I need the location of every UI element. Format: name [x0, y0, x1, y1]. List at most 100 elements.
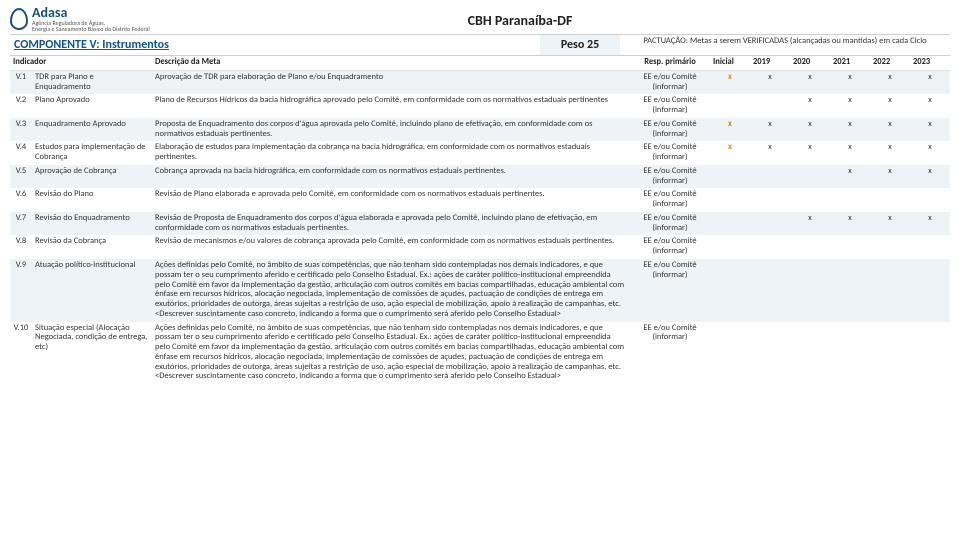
row-descricao: Plano de Recursos Hídricos da bacia hidr… — [152, 94, 630, 118]
mark-inicial — [710, 322, 750, 385]
logo-title: Adasa — [32, 6, 150, 20]
row-id: V.2 — [10, 94, 32, 118]
peso-cell: Peso 25 — [540, 35, 620, 55]
row-descricao: Revisão de Proposta de Enquadramento dos… — [152, 212, 630, 236]
mark-year — [790, 188, 830, 212]
th-2020: 2020 — [790, 56, 830, 70]
table-body: V.1TDR para Plano e EnquadramentoAprovaç… — [10, 70, 950, 384]
row-resp: EE e/ou Comitê (informar) — [630, 322, 710, 385]
page: Adasa Agência Reguladora de Águas, Energ… — [0, 0, 960, 384]
mark-inicial: x — [710, 141, 750, 165]
mark-year — [750, 188, 790, 212]
table-row: V.6Revisão do PlanoRevisão de Plano elab… — [10, 188, 950, 212]
mark-year: x — [870, 165, 910, 189]
row-indicador: Enquadramento Aprovado — [32, 118, 152, 142]
row-id: V.6 — [10, 188, 32, 212]
mark-year: x — [750, 118, 790, 142]
mark-inicial — [710, 235, 750, 259]
mark-year: x — [790, 70, 830, 94]
row-descricao: Elaboração de estudos para implementação… — [152, 141, 630, 165]
th-2021: 2021 — [830, 56, 870, 70]
row-indicador: Revisão do Plano — [32, 188, 152, 212]
th-2022: 2022 — [870, 56, 910, 70]
mark-year — [870, 322, 910, 385]
peso-label: Peso — [561, 38, 584, 52]
pactuacao-cell: PACTUAÇÃO: Metas a serem VERIFICADAS (al… — [620, 35, 950, 55]
main-table: Indicador Descrição da Meta Resp. primár… — [10, 56, 950, 384]
logo-text: Adasa Agência Reguladora de Águas, Energ… — [32, 6, 150, 32]
row-indicador: Plano Aprovado — [32, 94, 152, 118]
mark-year: x — [790, 94, 830, 118]
logo-drop-icon — [10, 8, 28, 30]
mark-year: x — [910, 212, 950, 236]
header-row: Adasa Agência Reguladora de Águas, Energ… — [10, 6, 950, 32]
row-resp: EE e/ou Comitê (informar) — [630, 212, 710, 236]
mark-year: x — [870, 118, 910, 142]
mark-year: x — [750, 70, 790, 94]
table-row: V.1TDR para Plano e EnquadramentoAprovaç… — [10, 70, 950, 94]
table-row: V.2Plano AprovadoPlano de Recursos Hídri… — [10, 94, 950, 118]
mark-year — [750, 322, 790, 385]
th-2019: 2019 — [750, 56, 790, 70]
table-row: V.3Enquadramento AprovadoProposta de Enq… — [10, 118, 950, 142]
page-title: CBH Paranaíba-DF — [210, 6, 830, 29]
mark-year — [830, 188, 870, 212]
mark-year — [870, 188, 910, 212]
mark-inicial — [710, 259, 750, 322]
mark-year — [870, 259, 910, 322]
mark-inicial: x — [710, 118, 750, 142]
row-descricao: Aprovação de TDR para elaboração de Plan… — [152, 70, 630, 94]
row-resp: EE e/ou Comitê (informar) — [630, 94, 710, 118]
row-descricao: Cobrança aprovada na bacia hidrográfica,… — [152, 165, 630, 189]
row-resp: EE e/ou Comitê (informar) — [630, 165, 710, 189]
component-row: COMPONENTE V: Instrumentos Peso 25 PACTU… — [10, 34, 950, 56]
mark-year: x — [910, 141, 950, 165]
mark-year: x — [750, 141, 790, 165]
mark-year — [750, 212, 790, 236]
row-id: V.9 — [10, 259, 32, 322]
row-id: V.5 — [10, 165, 32, 189]
mark-year: x — [870, 141, 910, 165]
row-descricao: Revisão de Plano elaborada e aprovada pe… — [152, 188, 630, 212]
row-id: V.7 — [10, 212, 32, 236]
mark-year: x — [790, 141, 830, 165]
mark-year: x — [910, 70, 950, 94]
mark-year — [750, 165, 790, 189]
component-title: COMPONENTE V: Instrumentos — [10, 35, 540, 55]
row-descricao: Ações definidas pelo Comitê, no âmbito d… — [152, 259, 630, 322]
mark-inicial — [710, 94, 750, 118]
mark-year — [870, 235, 910, 259]
table-row: V.10Situação especial (Alocação Negociad… — [10, 322, 950, 385]
th-resp: Resp. primário — [630, 56, 710, 70]
mark-inicial: x — [710, 70, 750, 94]
row-resp: EE e/ou Comitê (informar) — [630, 188, 710, 212]
table-row: V.8Revisão da CobrançaRevisão de mecanis… — [10, 235, 950, 259]
mark-year: x — [910, 118, 950, 142]
mark-year — [910, 188, 950, 212]
table-row: V.4Estudos para implementação de Cobranç… — [10, 141, 950, 165]
row-indicador: Estudos para implementação de Cobrança — [32, 141, 152, 165]
row-indicador: Revisão do Enquadramento — [32, 212, 152, 236]
logo-sub2: Energia e Saneamento Básico do Distrito … — [32, 26, 150, 32]
row-descricao: Revisão de mecanismos e/ou valores de co… — [152, 235, 630, 259]
mark-year — [790, 322, 830, 385]
row-id: V.3 — [10, 118, 32, 142]
row-resp: EE e/ou Comitê (informar) — [630, 141, 710, 165]
mark-year — [790, 259, 830, 322]
row-resp: EE e/ou Comitê (informar) — [630, 259, 710, 322]
mark-year — [750, 259, 790, 322]
mark-year — [830, 259, 870, 322]
mark-year — [790, 235, 830, 259]
mark-year — [830, 322, 870, 385]
mark-year — [750, 235, 790, 259]
mark-year — [910, 322, 950, 385]
row-id: V.4 — [10, 141, 32, 165]
th-indicador: Indicador — [10, 56, 152, 70]
row-id: V.10 — [10, 322, 32, 385]
th-2023: 2023 — [910, 56, 950, 70]
peso-value: 25 — [587, 38, 599, 52]
row-indicador: Aprovação de Cobrança — [32, 165, 152, 189]
mark-inicial — [710, 188, 750, 212]
mark-year: x — [790, 118, 830, 142]
row-resp: EE e/ou Comitê (informar) — [630, 118, 710, 142]
